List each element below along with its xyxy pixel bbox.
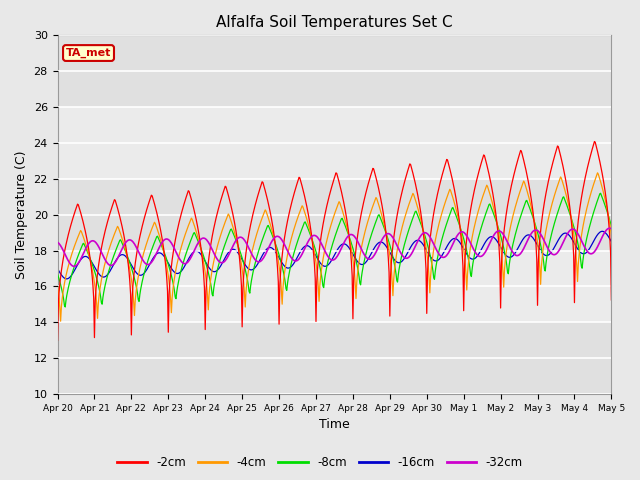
X-axis label: Time: Time	[319, 419, 350, 432]
Bar	[58, 107, 611, 179]
Bar	[58, 36, 611, 107]
Text: TA_met: TA_met	[66, 48, 111, 58]
Title: Alfalfa Soil Temperatures Set C: Alfalfa Soil Temperatures Set C	[216, 15, 452, 30]
Bar	[58, 251, 611, 323]
Legend: -2cm, -4cm, -8cm, -16cm, -32cm: -2cm, -4cm, -8cm, -16cm, -32cm	[113, 452, 527, 474]
Y-axis label: Soil Temperature (C): Soil Temperature (C)	[15, 150, 28, 279]
Bar	[58, 323, 611, 394]
Bar	[58, 179, 611, 251]
